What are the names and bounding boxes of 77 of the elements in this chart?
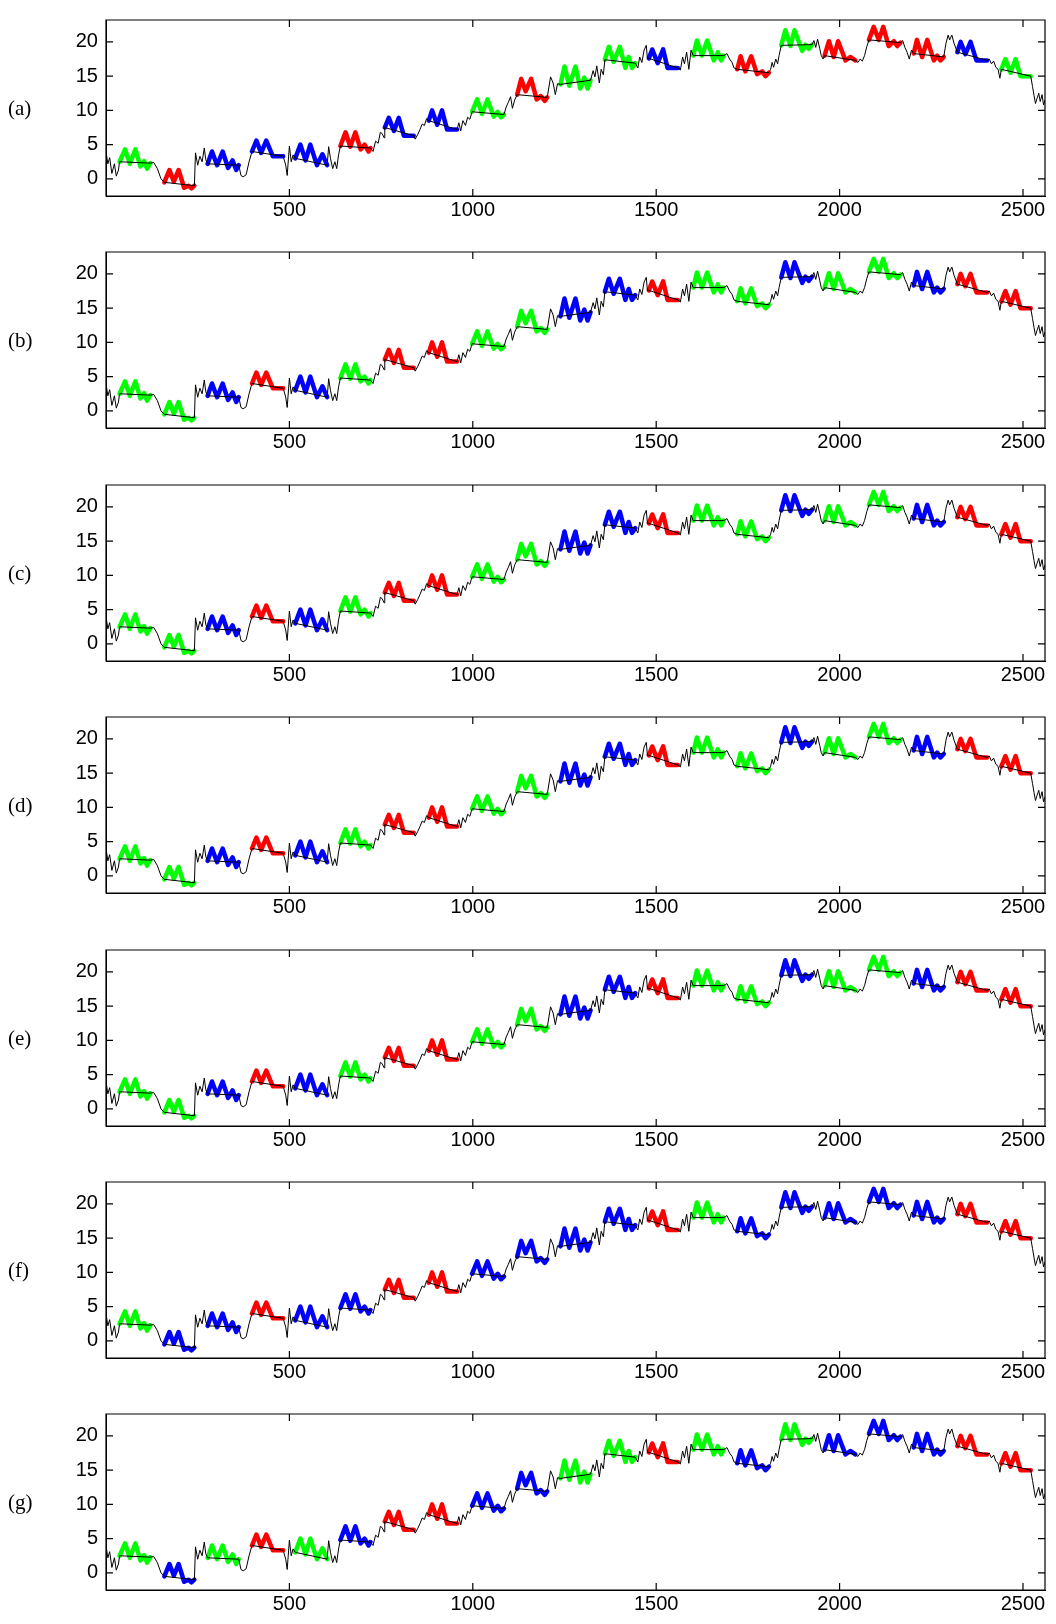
x-tick-label: 2000 xyxy=(817,429,862,452)
text: (f) xyxy=(8,1258,29,1283)
text: (g) xyxy=(8,1490,33,1515)
y-tick-label: 15 xyxy=(75,63,98,86)
y-tick-label: 10 xyxy=(75,1027,98,1050)
y-tick-label: 10 xyxy=(75,562,98,585)
text: (e) xyxy=(8,1026,32,1051)
x-tick-label: 500 xyxy=(272,429,307,452)
x-tick-label: 2500 xyxy=(1000,429,1046,452)
y-tick-label: 20 xyxy=(75,261,98,284)
y-tick-label: 5 xyxy=(86,1062,98,1085)
x-tick-label: 1500 xyxy=(633,197,679,220)
x-tick-label: 2000 xyxy=(817,1127,862,1150)
x-tick-label: 1500 xyxy=(633,1127,679,1150)
x-tick-label: 2000 xyxy=(817,1359,862,1382)
x-tick-label: 2500 xyxy=(1000,197,1046,220)
y-tick-label: 20 xyxy=(75,959,98,982)
x-tick-label: 2500 xyxy=(1000,894,1046,917)
x-tick-label: 500 xyxy=(272,1591,307,1614)
text: (c) xyxy=(8,561,32,586)
x-tick-label: 2000 xyxy=(817,894,862,917)
x-tick-label: 1000 xyxy=(450,894,496,917)
y-tick-label: 5 xyxy=(86,1294,98,1317)
y-tick-label: 15 xyxy=(75,760,98,783)
y-tick-label: 15 xyxy=(75,528,98,551)
x-tick-label: 2000 xyxy=(817,662,862,685)
y-tick-label: 5 xyxy=(86,132,98,155)
x-tick-label: 1000 xyxy=(450,429,496,452)
text: (a) xyxy=(8,96,32,121)
y-tick-label: 10 xyxy=(75,97,98,120)
y-tick-label: 15 xyxy=(75,295,98,318)
y-tick-label: 20 xyxy=(75,1191,98,1214)
y-tick-label: 10 xyxy=(75,1259,98,1282)
x-tick-label: 1000 xyxy=(450,1591,496,1614)
x-tick-label: 500 xyxy=(272,894,307,917)
y-tick-label: 15 xyxy=(75,1457,98,1480)
x-tick-label: 2500 xyxy=(1000,662,1046,685)
x-tick-label: 500 xyxy=(272,662,307,685)
y-tick-label: 0 xyxy=(86,1560,98,1583)
y-tick-label: 20 xyxy=(75,29,98,52)
y-tick-label: 5 xyxy=(86,597,98,620)
text: (b) xyxy=(8,328,33,353)
x-tick-label: 500 xyxy=(272,197,307,220)
y-tick-label: 15 xyxy=(75,1225,98,1248)
x-tick-label: 1000 xyxy=(450,1359,496,1382)
y-tick-label: 15 xyxy=(75,993,98,1016)
y-tick-label: 0 xyxy=(86,631,98,654)
x-tick-label: 1500 xyxy=(633,429,679,452)
y-tick-label: 10 xyxy=(75,794,98,817)
x-tick-label: 1000 xyxy=(450,197,496,220)
y-tick-label: 0 xyxy=(86,1328,98,1351)
x-tick-label: 1500 xyxy=(633,1359,679,1382)
x-tick-label: 1000 xyxy=(450,662,496,685)
y-tick-label: 5 xyxy=(86,829,98,852)
y-tick-label: 20 xyxy=(75,494,98,517)
y-tick-label: 5 xyxy=(86,1526,98,1549)
x-tick-label: 2500 xyxy=(1000,1127,1046,1150)
x-tick-label: 2000 xyxy=(817,197,862,220)
x-tick-label: 2500 xyxy=(1000,1359,1046,1382)
x-tick-label: 2000 xyxy=(817,1591,862,1614)
x-tick-label: 500 xyxy=(272,1359,307,1382)
x-tick-label: 1500 xyxy=(633,894,679,917)
x-tick-label: 1000 xyxy=(450,1127,496,1150)
y-tick-label: 20 xyxy=(75,726,98,749)
x-tick-label: 500 xyxy=(272,1127,307,1150)
x-tick-label: 1500 xyxy=(633,1591,679,1614)
y-tick-label: 0 xyxy=(86,166,98,189)
y-tick-label: 0 xyxy=(86,1096,98,1119)
x-tick-label: 2500 xyxy=(1000,1591,1046,1614)
y-tick-label: 10 xyxy=(75,329,98,352)
x-tick-label: 1500 xyxy=(633,662,679,685)
y-tick-label: 20 xyxy=(75,1423,98,1446)
y-tick-label: 10 xyxy=(75,1491,98,1514)
text: (d) xyxy=(8,793,33,818)
y-tick-label: 5 xyxy=(86,364,98,387)
y-tick-label: 0 xyxy=(86,863,98,886)
y-tick-label: 0 xyxy=(86,398,98,421)
